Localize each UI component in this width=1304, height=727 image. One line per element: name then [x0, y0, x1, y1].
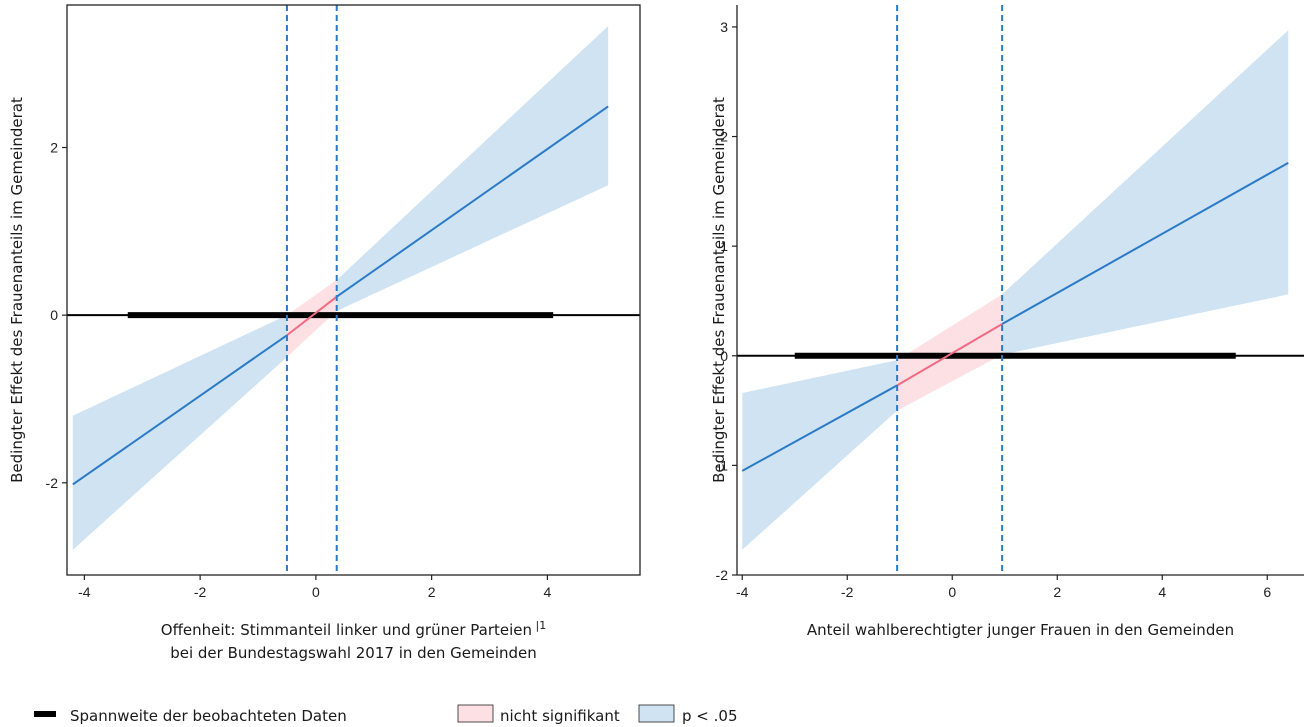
- nonsignificant-band-1: [286, 279, 337, 358]
- y-tick-label: -2: [716, 567, 729, 583]
- effect-line-segment-2: [1001, 161, 1289, 325]
- x-tick-label: -2: [841, 584, 854, 600]
- plot-area: [67, 5, 640, 575]
- x-axis-footnote-marker: |1: [532, 619, 546, 632]
- effect-line-segment-1: [896, 323, 1003, 387]
- legend-range-swatch: [34, 711, 56, 717]
- right-panel: -4 -2 0 2 4 6 -2 -1 0 1 2 3 Bedingter Effekt des Fra…: [710, 5, 1304, 639]
- effect-line-segment-0: [72, 334, 288, 486]
- y-tick-label: 1: [720, 238, 728, 254]
- y-tick-label: 0: [50, 307, 58, 323]
- x-axis-label-line-0: Offenheit: Stimmanteil linker und grüner…: [161, 619, 546, 639]
- y-tick-label: 2: [50, 140, 58, 156]
- x-tick-label: 6: [1263, 584, 1271, 600]
- legend-nonsig-swatch: [457, 704, 494, 723]
- significant-band-2: [1002, 30, 1289, 355]
- x-tick-label: 4: [543, 584, 551, 600]
- legend-range-label: Spannweite der beobachteten Daten: [70, 707, 347, 725]
- y-axis-label: Bedingter Effekt des Frauenanteils im Ge…: [8, 97, 26, 483]
- y-tick-label: -1: [716, 457, 729, 473]
- significant-band-0: [72, 315, 287, 550]
- x-tick-label: -2: [194, 584, 207, 600]
- nonsignificant-band-1: [897, 294, 1003, 411]
- effect-line-segment-1: [286, 295, 338, 337]
- plot-area: [737, 5, 1304, 575]
- y-tick-label: 3: [720, 19, 728, 35]
- legend: Spannweite der beobachteten Daten nicht …: [34, 704, 737, 725]
- legend-nonsig-label: nicht signifikant: [500, 707, 620, 725]
- x-tick-label: 2: [1053, 584, 1061, 600]
- effect-line-segment-0: [741, 384, 898, 472]
- left-panel: -4 -2 0 2 4 -2 0 2 Bedingter Effekt des Frauenan…: [8, 4, 641, 662]
- x-tick-label: 4: [1158, 584, 1166, 600]
- plot-frame: [66, 4, 641, 576]
- effect-line-segment-2: [336, 105, 609, 298]
- x-tick-label: 2: [428, 584, 436, 600]
- y-tick-label: 0: [720, 348, 728, 364]
- legend-sig-swatch: [638, 704, 675, 723]
- legend-sig-label: p < .05: [682, 707, 737, 725]
- x-tick-label: -4: [78, 584, 91, 600]
- y-axis-label: Bedingter Effekt des Frauenanteils im Ge…: [710, 97, 728, 483]
- y-tick-label: -2: [46, 475, 59, 491]
- x-tick-label: 0: [948, 584, 956, 600]
- x-axis-label-line-1: bei der Bundestagswahl 2017 in den Gemei…: [170, 644, 537, 662]
- significant-band-2: [336, 25, 609, 311]
- x-tick-label: 0: [312, 584, 320, 600]
- significant-band-0: [742, 360, 898, 550]
- y-tick-label: 2: [720, 129, 728, 145]
- x-tick-label: -4: [736, 584, 749, 600]
- x-axis-label-line-0: Anteil wahlberechtigter junger Frauen in…: [807, 621, 1234, 639]
